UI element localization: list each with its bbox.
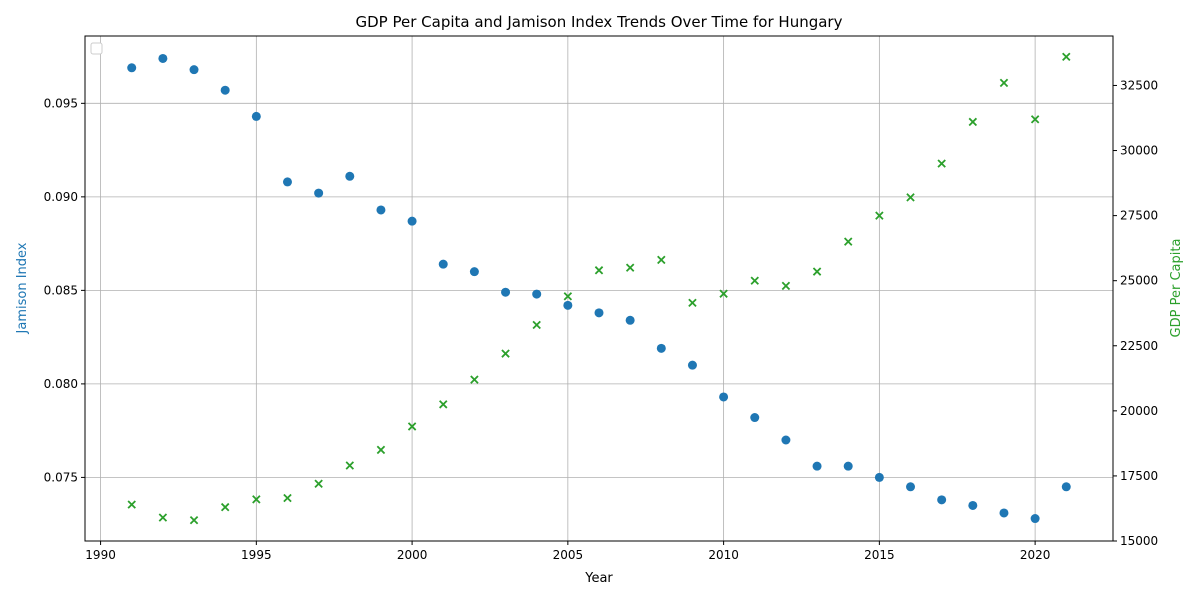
y-right-tick-label: 32500	[1120, 78, 1158, 92]
gdp-per-capita-point	[189, 515, 199, 525]
gdp-per-capita-point	[875, 211, 884, 220]
gdp-per-capita-point	[657, 255, 666, 265]
x-tick-label: 1990	[85, 548, 116, 562]
y-axis-left-label: Jamison Index	[15, 242, 30, 334]
gdp-per-capita-point	[376, 445, 386, 455]
y-left-tick-label: 0.080	[44, 377, 78, 391]
gdp-per-capita-point	[594, 266, 604, 275]
y-left-tick-label: 0.075	[44, 470, 78, 484]
jamison-index-point	[469, 267, 479, 277]
jamison-index-point	[968, 500, 978, 510]
gdp-per-capita-point	[719, 289, 728, 298]
jamison-index-point	[127, 63, 137, 73]
y-left-tick-label: 0.090	[44, 190, 78, 204]
chart-title: GDP Per Capita and Jamison Index Trends …	[356, 13, 843, 31]
x-tick-label: 1995	[241, 548, 272, 562]
gdp-per-capita-point	[127, 500, 136, 509]
gdp-per-capita-point	[283, 493, 292, 503]
gdp-per-capita-point	[688, 298, 697, 308]
jamison-index-series	[127, 53, 1071, 524]
jamison-index-point	[812, 461, 822, 471]
x-tick-label: 2020	[1020, 548, 1051, 562]
jamison-index-point	[750, 413, 760, 423]
grid	[85, 36, 1113, 541]
x-tick-label: 2005	[553, 548, 584, 562]
jamison-index-point	[345, 171, 355, 181]
jamison-index-point	[1061, 482, 1071, 492]
y-right-tick-label: 15000	[1120, 534, 1158, 548]
x-axis-label: Year	[584, 571, 613, 586]
jamison-index-point	[189, 65, 199, 75]
plot-frame	[84, 35, 1114, 542]
jamison-index-point	[781, 435, 791, 445]
gdp-per-capita-point	[345, 461, 355, 470]
gdp-per-capita-point	[314, 479, 323, 488]
jamison-index-point	[937, 495, 947, 505]
y-axis-left: 0.075 0.080 0.085 0.090 0.095	[44, 96, 85, 484]
jamison-index-point	[501, 287, 511, 297]
jamison-index-point	[625, 315, 635, 325]
gdp-per-capita-point	[937, 159, 946, 168]
gdp-per-capita-point	[439, 400, 448, 409]
x-axis: 1990 1995 2000 2005 2010 2015 2020	[85, 541, 1050, 562]
jamison-index-point	[251, 111, 261, 121]
gdp-per-capita-point	[501, 349, 510, 358]
jamison-index-point	[719, 392, 729, 402]
gdp-per-capita-point	[470, 375, 479, 384]
jamison-index-point	[220, 85, 230, 95]
y-left-tick-label: 0.095	[44, 96, 78, 110]
gdp-per-capita-point	[252, 495, 261, 504]
legend-box	[90, 42, 103, 55]
y-axis-right: 15000 17500 20000 22500 25000 27500 30000 32500	[1113, 78, 1158, 548]
jamison-index-point	[999, 508, 1009, 518]
jamison-index-point	[687, 360, 697, 370]
jamison-index-point	[376, 205, 386, 215]
gdp-per-capita-point	[532, 320, 541, 330]
jamison-index-point	[843, 461, 853, 471]
gdp-per-capita-point	[906, 193, 915, 202]
gdp-per-capita-point	[1030, 115, 1040, 124]
gdp-per-capita-point	[1062, 52, 1071, 62]
jamison-index-point	[282, 177, 292, 187]
x-tick-label: 2010	[708, 548, 739, 562]
gdp-per-capita-point	[999, 78, 1009, 88]
gdp-per-capita-point	[750, 276, 759, 285]
jamison-index-point	[656, 343, 666, 353]
gdp-per-capita-point	[407, 422, 417, 431]
gdp-per-capita-point	[968, 117, 978, 127]
jamison-index-point	[874, 472, 884, 482]
jamison-index-point	[314, 188, 324, 198]
y-axis-right-label: GDP Per Capita	[1169, 239, 1184, 338]
y-right-tick-label: 17500	[1120, 469, 1158, 483]
x-tick-label: 2000	[397, 548, 428, 562]
gdp-per-capita-point	[843, 237, 853, 246]
y-left-tick-label: 0.085	[44, 283, 78, 297]
gdp-per-capita-point	[812, 267, 822, 276]
gdp-per-capita-point	[158, 513, 168, 522]
x-tick-label: 2015	[864, 548, 895, 562]
y-right-tick-label: 27500	[1120, 209, 1158, 223]
gdp-per-capita-point	[781, 281, 791, 291]
jamison-index-point	[594, 308, 604, 318]
gdp-per-capita-point	[625, 263, 635, 272]
jamison-index-point	[438, 259, 448, 269]
gdp-per-capita-point	[563, 292, 573, 301]
jamison-index-point	[1030, 514, 1040, 524]
jamison-index-point	[158, 53, 168, 63]
jamison-index-point	[407, 216, 417, 226]
jamison-index-point	[906, 482, 916, 492]
y-right-tick-label: 25000	[1120, 274, 1158, 288]
gdp-per-capita-point	[220, 502, 230, 512]
jamison-index-point	[563, 300, 573, 310]
y-right-tick-label: 22500	[1120, 339, 1158, 353]
y-right-tick-label: 20000	[1120, 404, 1158, 418]
gdp-per-capita-series	[127, 52, 1071, 525]
y-right-tick-label: 30000	[1120, 144, 1158, 158]
jamison-index-point	[532, 289, 542, 299]
